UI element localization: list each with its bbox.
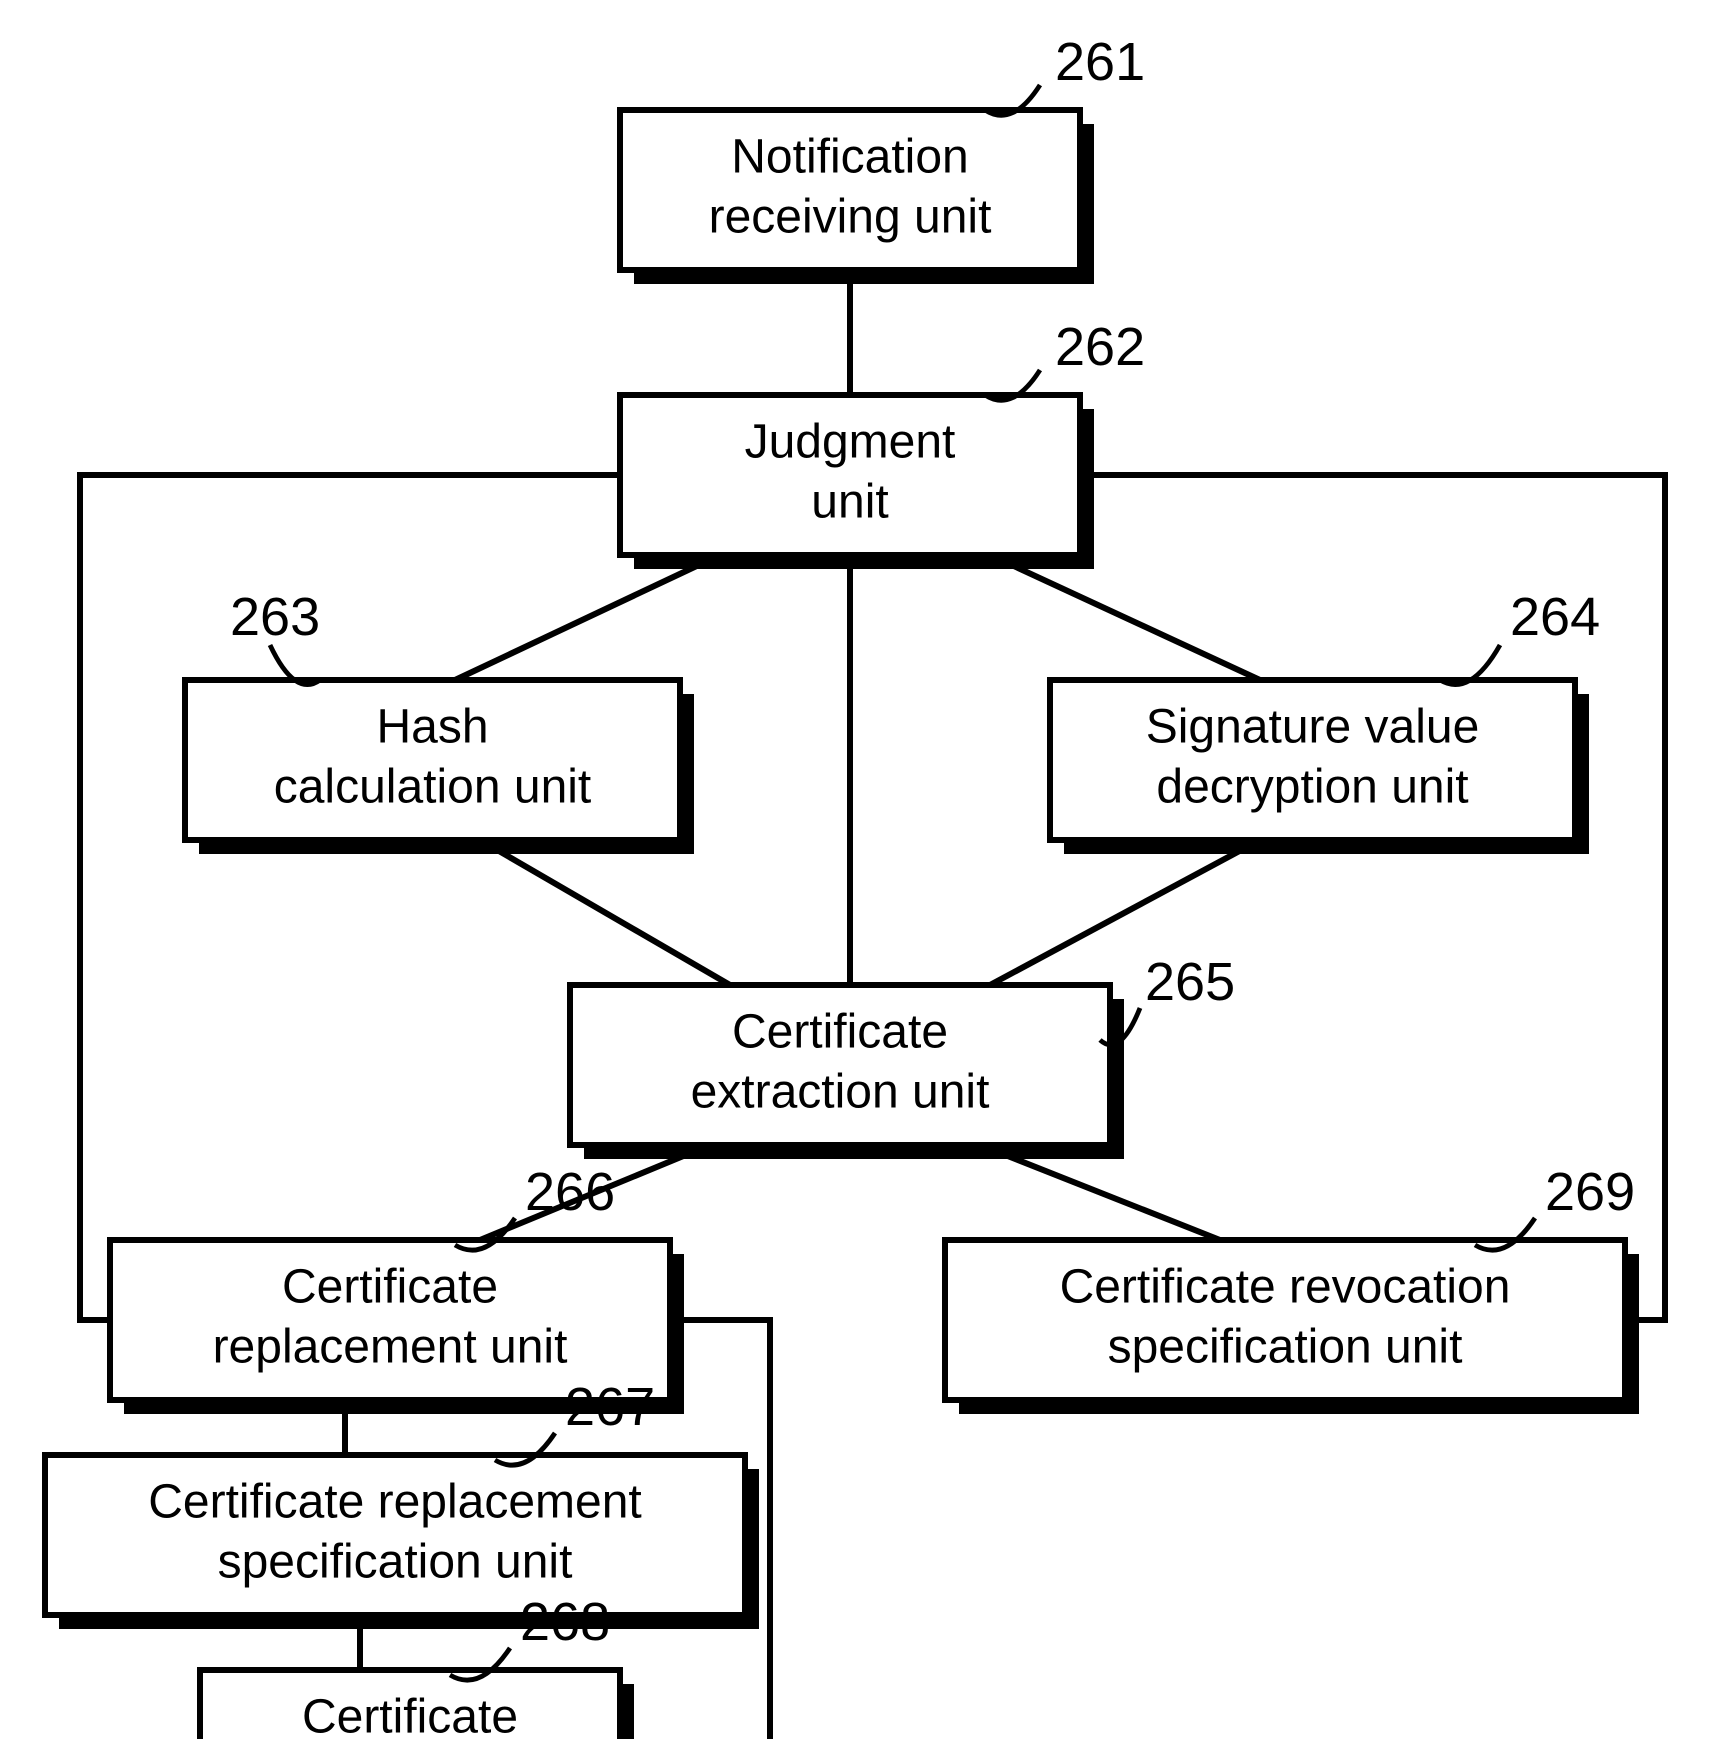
- node-label-n265-l1: extraction unit: [691, 1066, 990, 1119]
- node-ref-n264: 264: [1510, 587, 1600, 647]
- node-label-n261-l1: receiving unit: [709, 191, 992, 244]
- node-ref-n265: 265: [1145, 952, 1235, 1012]
- node-ref-n261: 261: [1055, 32, 1145, 92]
- node-label-n263-l0: Hash: [376, 701, 488, 754]
- node-label-n261-l0: Notification: [731, 131, 968, 184]
- node-ref-n262: 262: [1055, 317, 1145, 377]
- node-label-n269-l1: specification unit: [1108, 1321, 1463, 1374]
- node-label-n262-l0: Judgment: [745, 416, 956, 469]
- node-ref-n266: 266: [525, 1162, 615, 1222]
- edge-e262_263: [455, 555, 720, 680]
- node-label-n266-l1: replacement unit: [213, 1321, 568, 1374]
- node-ref-n267: 267: [565, 1377, 655, 1437]
- node-ref-n263: 263: [230, 587, 320, 647]
- edge-e262_264: [990, 555, 1260, 680]
- node-ref-n269: 269: [1545, 1162, 1635, 1222]
- node-label-n268-l0: Certificate: [302, 1691, 518, 1739]
- node-label-n264-l1: decryption unit: [1156, 761, 1468, 814]
- edge-e265_269: [980, 1145, 1220, 1240]
- node-label-n266-l0: Certificate: [282, 1261, 498, 1314]
- node-label-n263-l1: calculation unit: [274, 761, 592, 814]
- node-ref-n268: 268: [520, 1592, 610, 1652]
- node-label-n267-l1: specification unit: [218, 1536, 573, 1589]
- node-label-n264-l0: Signature value: [1146, 701, 1480, 754]
- node-label-n265-l0: Certificate: [732, 1006, 948, 1059]
- node-label-n262-l1: unit: [811, 476, 888, 529]
- node-label-n269-l0: Certificate revocation: [1060, 1261, 1511, 1314]
- node-label-n267-l0: Certificate replacement: [148, 1476, 642, 1529]
- edge-e263_265: [480, 840, 730, 985]
